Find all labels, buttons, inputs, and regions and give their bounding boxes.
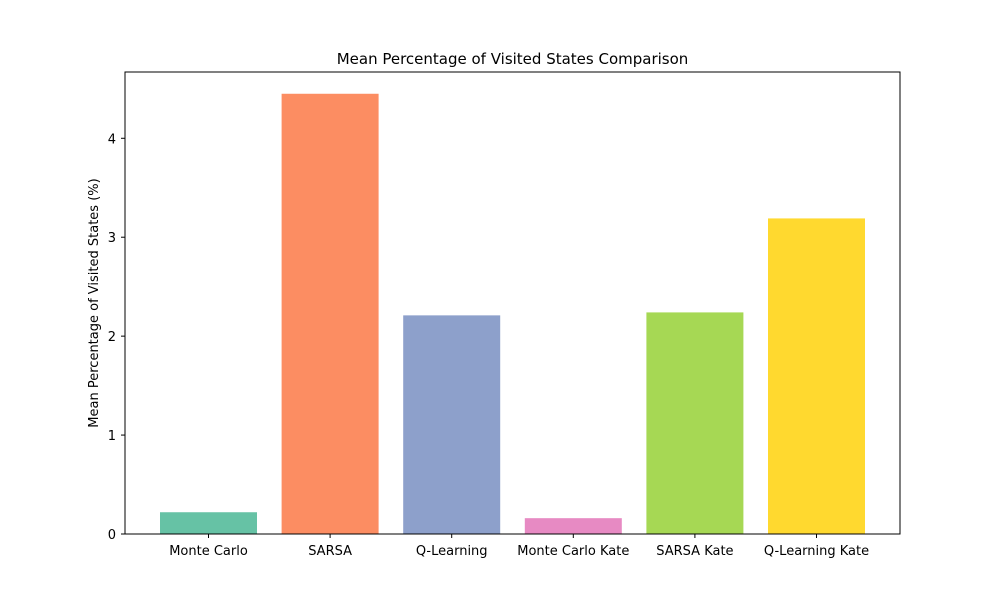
- bar-q-learning: [403, 315, 501, 534]
- y-axis-label: Mean Percentage of Visited States (%): [87, 178, 102, 427]
- y-tick-label: 0: [108, 528, 116, 543]
- bar-q-learning-kate: [768, 218, 865, 535]
- bar-sarsa: [281, 93, 379, 534]
- plot-frame: [124, 71, 901, 535]
- y-tick-label: 3: [108, 231, 116, 246]
- chart-title: Mean Percentage of Visited States Compar…: [337, 50, 689, 68]
- bars-layer: [160, 93, 865, 535]
- y-tick-label: 1: [108, 429, 116, 444]
- bar-sarsa-kate: [646, 312, 744, 534]
- x-tick-label: SARSA Kate: [656, 544, 733, 559]
- bar-monte-carlo-kate: [524, 518, 622, 534]
- x-tick-label: Monte Carlo: [169, 544, 248, 559]
- y-tick-label: 4: [108, 132, 116, 147]
- bar-monte-carlo: [160, 512, 257, 534]
- x-tick-label: Q-Learning Kate: [764, 544, 869, 559]
- x-tick-label: SARSA: [308, 544, 352, 559]
- x-tick-label: Monte Carlo Kate: [517, 544, 629, 559]
- y-tick-label: 2: [108, 330, 116, 345]
- x-tick-label: Q-Learning: [416, 544, 488, 559]
- ticks-layer: Monte Carlo SARSA Q-Learning Monte Carlo Ka…: [108, 132, 869, 559]
